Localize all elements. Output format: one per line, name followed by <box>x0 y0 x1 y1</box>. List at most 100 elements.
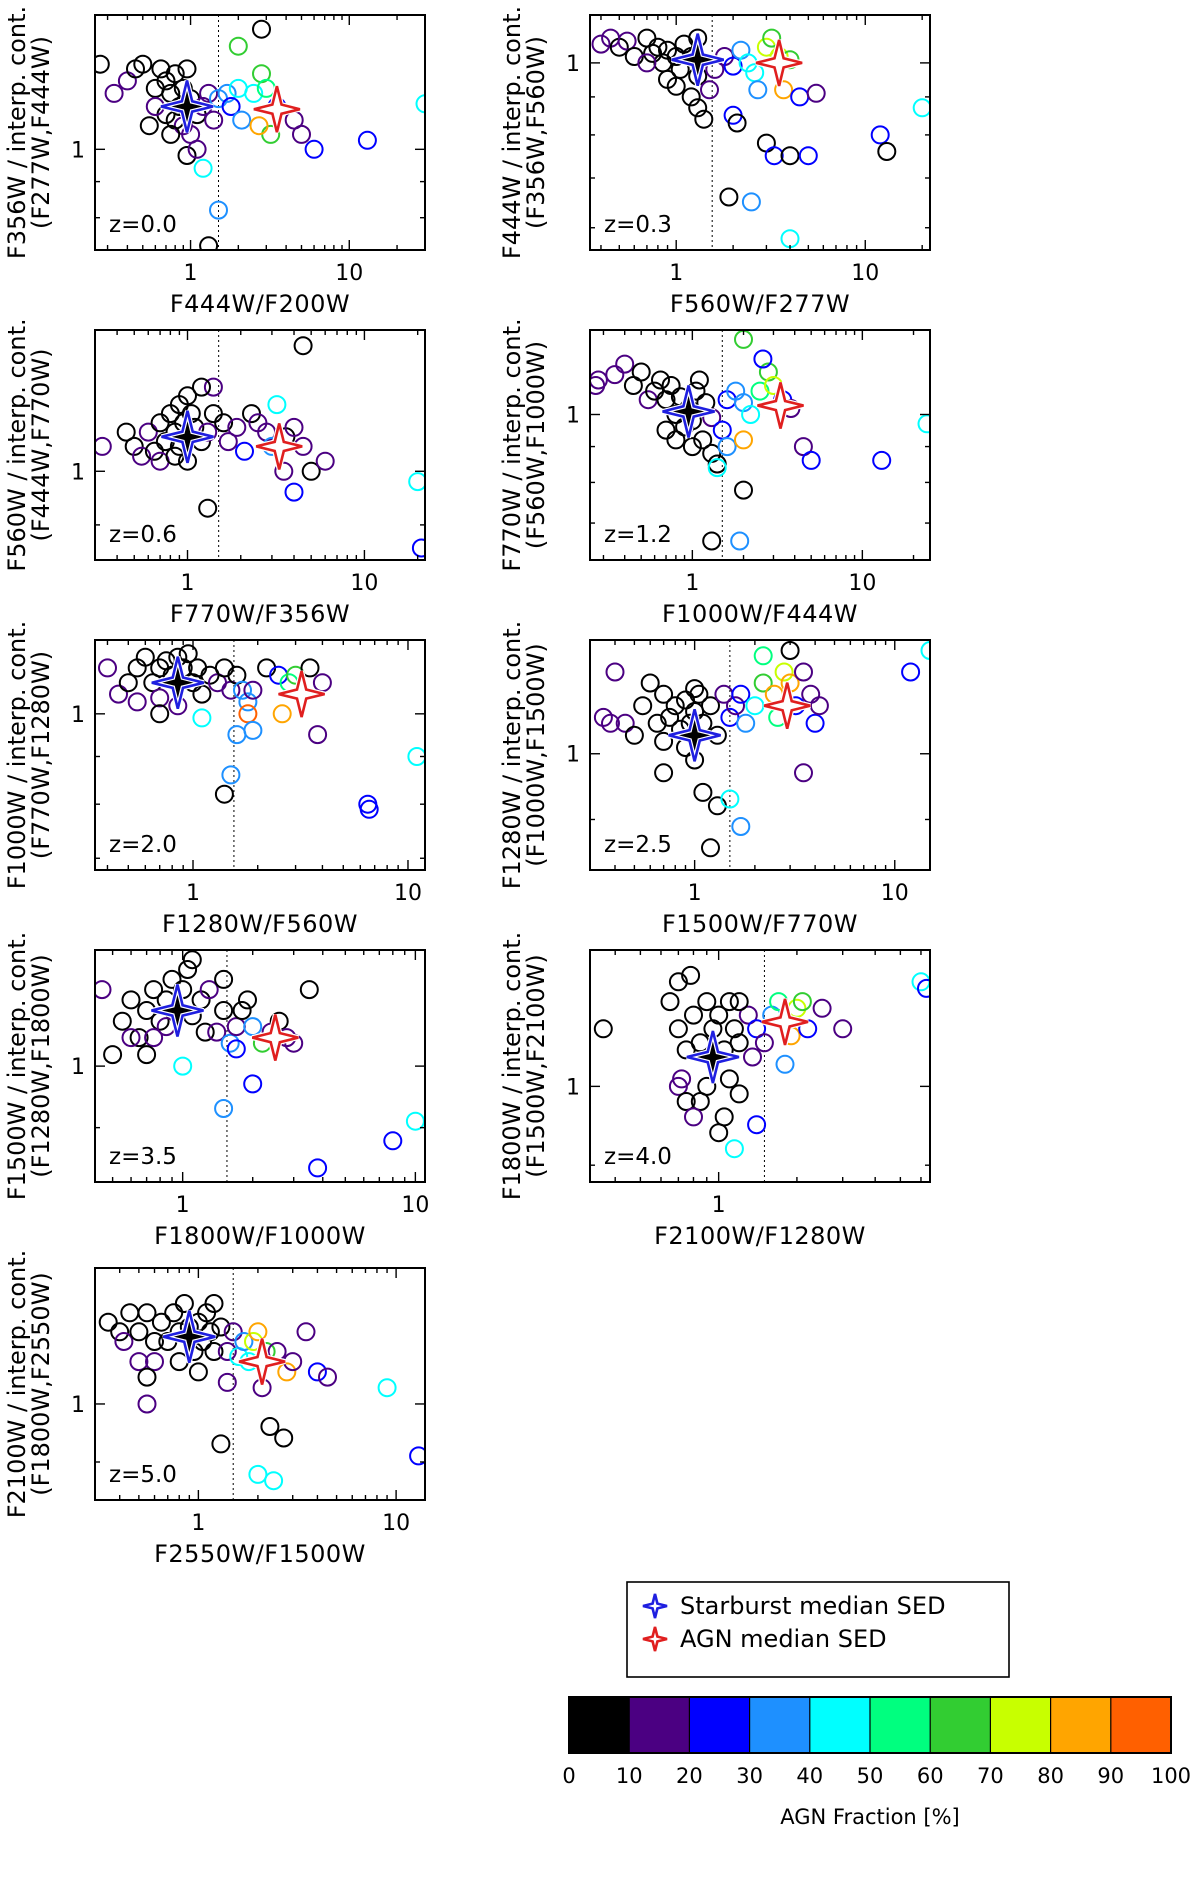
plot-frame <box>589 14 931 251</box>
plot-frame <box>94 1267 426 1501</box>
data-point <box>701 696 720 716</box>
data-point <box>801 684 821 704</box>
starburst-median-star-edge <box>161 410 214 464</box>
data-point <box>121 1028 141 1048</box>
data-point <box>812 998 832 1018</box>
data-point <box>199 236 219 250</box>
data-point <box>207 1022 227 1042</box>
data-point <box>260 1417 280 1436</box>
data-point <box>135 647 155 667</box>
y-axis-label: F2100W / interp. cont. <box>3 1250 31 1519</box>
data-point <box>709 1123 729 1143</box>
data-point <box>901 662 921 682</box>
data-point <box>701 838 720 858</box>
plot-frame <box>589 329 931 561</box>
data-point <box>917 414 930 434</box>
data-point <box>405 1111 425 1131</box>
data-point <box>758 362 778 382</box>
data-point <box>643 43 663 63</box>
y-tick-label: 1 <box>566 743 580 768</box>
starburst-median-star <box>661 384 716 439</box>
agn-median-star-outline <box>253 85 301 133</box>
starburst-median-star-edge <box>671 33 725 87</box>
x-axis-label: F444W/F200W <box>170 290 350 318</box>
data-point <box>660 707 680 727</box>
data-point <box>681 87 701 107</box>
data-point <box>676 1092 696 1111</box>
data-point <box>177 59 197 79</box>
data-point <box>684 1005 703 1025</box>
data-point <box>656 420 676 440</box>
starburst-median-star-outline <box>667 708 722 762</box>
data-point <box>95 980 112 1000</box>
data-point <box>666 76 686 96</box>
data-point <box>214 413 234 433</box>
panel-3: 1 10 1 F770W/F356W F560W / interp. cont.(F44… <box>3 318 426 628</box>
data-point <box>729 1033 749 1053</box>
data-point <box>112 1011 132 1031</box>
panel-2: 1 10 1 F560W/F277W F444W / interp. cont.(F35… <box>498 6 931 318</box>
data-point <box>137 1394 157 1414</box>
plot-frame <box>94 639 426 871</box>
colorbar-title: AGN Fraction [%] <box>780 1805 960 1829</box>
agn-median-star-edge <box>251 1014 299 1061</box>
data-point <box>137 1045 157 1065</box>
data-point <box>747 1115 767 1135</box>
data-point <box>665 696 685 716</box>
redshift-label: z=2.5 <box>604 832 672 858</box>
data-point <box>702 531 722 551</box>
colorbar-cell <box>930 1697 991 1753</box>
data-point <box>682 437 702 457</box>
legend-starburst-star-edge <box>642 1593 668 1619</box>
data-point <box>654 731 674 751</box>
data-point <box>252 19 271 39</box>
starburst-median-star-outline <box>162 1310 216 1364</box>
colorbar-tick-label: 50 <box>857 1764 884 1788</box>
data-point <box>764 146 784 166</box>
redshift-label: z=3.5 <box>109 1144 177 1170</box>
starburst-median-star-edge <box>686 1030 740 1084</box>
data-point <box>109 684 128 704</box>
data-point <box>120 1303 140 1323</box>
data-point <box>654 684 674 704</box>
data-point <box>227 417 247 437</box>
y-axis-sublabel: (F444W,F770W) <box>27 348 55 541</box>
data-point <box>203 377 223 397</box>
data-point <box>357 130 377 150</box>
data-point <box>731 684 751 704</box>
data-point <box>780 146 800 166</box>
x-tick-label: 1 <box>181 571 195 596</box>
colorbar-tick-label: 40 <box>796 1764 823 1788</box>
colorbar-tick-label: 70 <box>977 1764 1004 1788</box>
points <box>95 950 425 1178</box>
data-point <box>272 704 292 724</box>
y-tick-label: 1 <box>71 1393 85 1418</box>
colorbar-cell <box>1110 1697 1172 1753</box>
agn-median-star-outline <box>755 39 803 87</box>
data-point <box>877 142 897 161</box>
colorbar-cell <box>629 1697 690 1753</box>
data-point <box>195 1022 215 1042</box>
x-tick-label: 10 <box>394 881 422 906</box>
panel-7: 1 10 1 F1800W/F1000W F1500W / interp. cont.(… <box>3 932 429 1250</box>
data-point <box>199 83 219 103</box>
data-point <box>204 1342 224 1361</box>
data-point <box>223 1322 243 1342</box>
redshift-label: z=4.0 <box>604 1144 672 1170</box>
x-tick-label: 10 <box>881 881 909 906</box>
data-point <box>293 336 313 356</box>
plot-frame <box>589 639 931 871</box>
data-point <box>283 1352 303 1372</box>
data-point <box>729 1084 749 1104</box>
legend-starburst-label: Starburst median SED <box>680 1592 946 1620</box>
data-point <box>118 673 138 693</box>
legend-starburst-star <box>642 1593 668 1619</box>
data-point <box>730 531 750 551</box>
x-tick-label: 10 <box>350 571 378 596</box>
data-point <box>748 80 768 100</box>
data-point <box>129 1322 149 1342</box>
data-point <box>688 98 708 118</box>
data-point <box>720 789 740 809</box>
data-point <box>98 1312 118 1332</box>
x-axis-label: F2550W/F1500W <box>154 1540 366 1568</box>
